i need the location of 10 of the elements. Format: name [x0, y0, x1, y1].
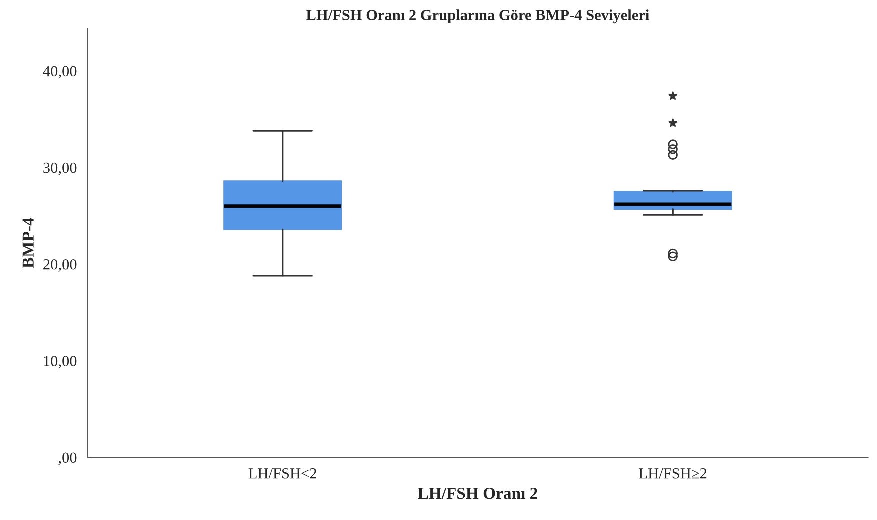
y-axis-title: BMP-4: [22, 218, 34, 268]
y-tick-label: 40,00: [43, 66, 77, 79]
y-tick-label: ,00: [58, 452, 77, 466]
x-tick-label: LH/FSH<2: [248, 468, 316, 479]
x-tick-label: LH/FSH≥2: [639, 468, 707, 479]
chart-title: LH/FSH Oranı 2 Gruplarına Göre BMP-4 Seviyeleri: [306, 10, 650, 24]
y-tick-label: 10,00: [44, 356, 77, 369]
y-tick-label: 30,00: [44, 162, 77, 176]
y-tick-label: 20,00: [44, 260, 77, 272]
x-axis-title: LH/FSH Oranı 2: [418, 488, 538, 500]
